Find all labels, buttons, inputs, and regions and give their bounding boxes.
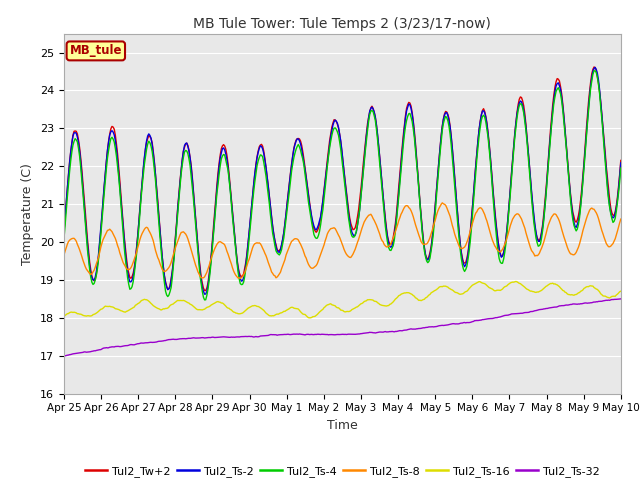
Y-axis label: Temperature (C): Temperature (C)	[22, 163, 35, 264]
X-axis label: Time: Time	[327, 419, 358, 432]
Text: MB_tule: MB_tule	[70, 44, 122, 58]
Legend: Tul2_Tw+2, Tul2_Ts-2, Tul2_Ts-4, Tul2_Ts-8, Tul2_Ts-16, Tul2_Ts-32: Tul2_Tw+2, Tul2_Ts-2, Tul2_Ts-4, Tul2_Ts…	[81, 462, 604, 480]
Title: MB Tule Tower: Tule Temps 2 (3/23/17-now): MB Tule Tower: Tule Temps 2 (3/23/17-now…	[193, 17, 492, 31]
